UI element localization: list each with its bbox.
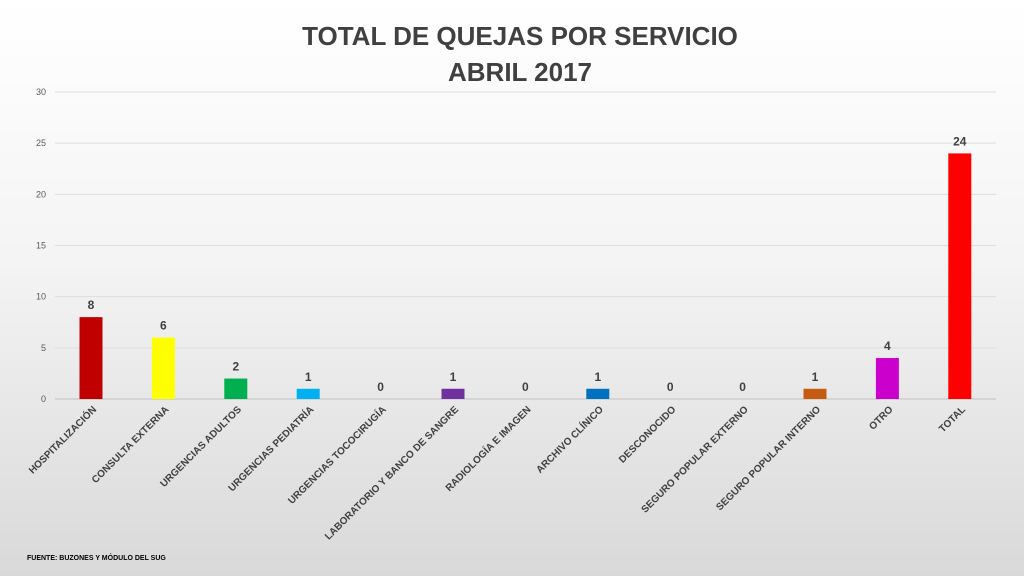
bar	[586, 388, 610, 399]
data-label: 0	[522, 380, 529, 394]
y-tick-label: 25	[36, 138, 46, 148]
source-note: FUENTE: BUZONES Y MÓDULO DEL SUG	[27, 555, 166, 562]
y-tick-label: 20	[36, 189, 46, 199]
data-label: 2	[232, 360, 239, 374]
data-label: 1	[305, 370, 312, 384]
bar	[151, 337, 175, 399]
bar	[296, 388, 320, 399]
x-tick-label: URGENCIAS ADULTOS	[158, 404, 244, 490]
y-tick-label: 5	[41, 343, 46, 353]
data-label: 4	[884, 339, 891, 353]
x-tick-label: HOSPITALIZACIÓN	[26, 403, 99, 476]
chart-subtitle-line: ABRIL 2017	[447, 57, 593, 87]
x-tick-label: OTRO	[867, 404, 895, 432]
x-tick-label: DESCONOCIDO	[617, 404, 678, 465]
data-label: 1	[594, 370, 601, 384]
bar	[79, 317, 103, 399]
y-axis-ticks: 0 5 10 15 20 25 30	[36, 87, 46, 404]
y-tick-label: 30	[36, 87, 46, 97]
bar	[441, 388, 465, 399]
data-labels: 8 6 2 1 0 1 0 1 0 0 1 4 24	[88, 134, 967, 394]
chart-title-line: TOTAL DE QUEJAS POR SERVICIO	[302, 21, 738, 51]
data-label: 6	[160, 319, 167, 333]
data-label: 1	[812, 370, 819, 384]
bar	[224, 378, 248, 399]
bar	[803, 388, 827, 399]
gridlines	[55, 91, 996, 400]
bar	[875, 358, 899, 399]
y-tick-label: 10	[36, 292, 46, 302]
x-tick-label: TOTAL	[937, 404, 968, 435]
data-label: 0	[377, 380, 384, 394]
x-tick-label: ARCHIVO CLÍNICO	[533, 403, 606, 476]
data-label: 8	[88, 298, 95, 312]
data-label: 0	[667, 380, 674, 394]
data-label: 24	[953, 134, 967, 148]
data-label: 1	[450, 370, 457, 384]
x-tick-label: LABORATORIO Y BANCO DE SANGRE	[323, 404, 461, 542]
y-tick-label: 15	[36, 241, 46, 251]
x-tick-label: CONSULTA EXTERNA	[90, 404, 172, 486]
y-tick-label: 0	[41, 394, 46, 404]
data-label: 0	[739, 380, 746, 394]
bar	[948, 153, 972, 399]
chart-title: TOTAL DE QUEJAS POR SERVICIO ABRIL 2017	[0, 18, 1024, 90]
bars	[79, 153, 972, 399]
